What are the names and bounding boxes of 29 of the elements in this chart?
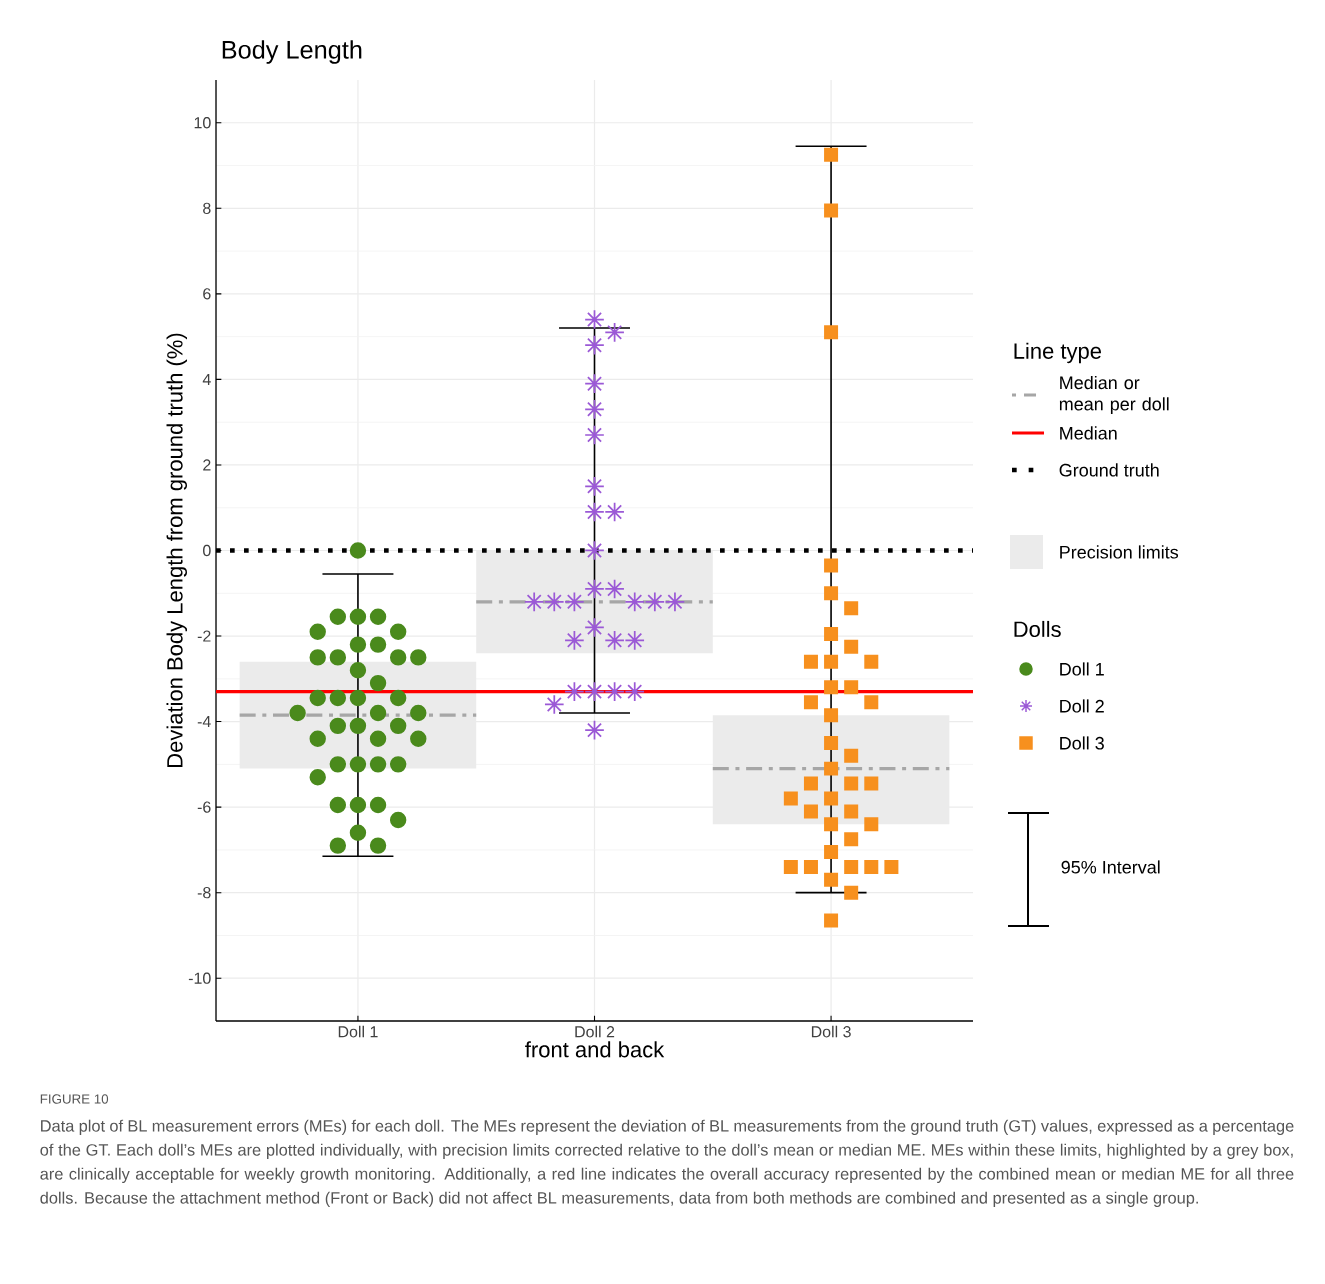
- y-tick-label: 6: [203, 288, 211, 300]
- legend-label: Ground truth: [1059, 463, 1159, 477]
- chart-title: Body Length: [222, 40, 362, 64]
- y-tick-label: 2: [203, 459, 211, 471]
- legend-label: Precision limits: [1060, 545, 1179, 559]
- y-tick-label: 4: [202, 373, 211, 385]
- text: Data plot of BL measurement errors (MEs) for each doll. The MEs represent the deviation of BL measurements from the ground truth (GT) values, expressed as a percentage of the GT. Each doll’s MEs are plotted individually, with precision limits corrected relative to the doll’s mean or median ME. MEs within these limits, highlighted by a grey box, are clinically acceptable for weekly growth monitoring. Additionally, a red line indicates the overall accuracy represented by the combined mean or median ME for all three dolls. Because the attachment method (Front or Back) did not affect BL measurements, data from both methods are combined and presented as a single group.: [40, 1119, 1294, 1207]
- legend-label: Doll 3: [1060, 736, 1104, 750]
- y-tick-label: -4: [197, 716, 211, 728]
- y-tick-label: -2: [197, 630, 211, 642]
- text: Median or mean per doll: [1059, 375, 1169, 415]
- x-tick-label: Doll 1: [338, 1025, 378, 1038]
- legend-label: Doll 2: [1060, 699, 1104, 713]
- y-axis-title: Deviation Body Length from ground truth (%): [166, 333, 188, 767]
- legend-title: Line type: [1014, 342, 1101, 364]
- y-tick-label: -10: [188, 972, 211, 984]
- legend-label: Median: [1060, 426, 1117, 440]
- x-tick-label: Doll 3: [811, 1025, 851, 1038]
- y-tick-label: -6: [197, 801, 211, 813]
- text: Dolls: [1014, 620, 1061, 638]
- x-axis-title: front and back: [525, 1041, 665, 1058]
- legend-label: Doll 1: [1060, 662, 1104, 676]
- x-tick-label: Doll 2: [575, 1025, 615, 1038]
- y-tick-label: 8: [203, 202, 211, 214]
- text: 95% Interval: [1061, 860, 1160, 874]
- caption: FIGURE 10: [40, 1094, 109, 1104]
- y-tick-label: -8: [197, 887, 211, 899]
- y-tick-label: 10: [194, 117, 211, 129]
- y-tick-label: 0: [203, 544, 211, 557]
